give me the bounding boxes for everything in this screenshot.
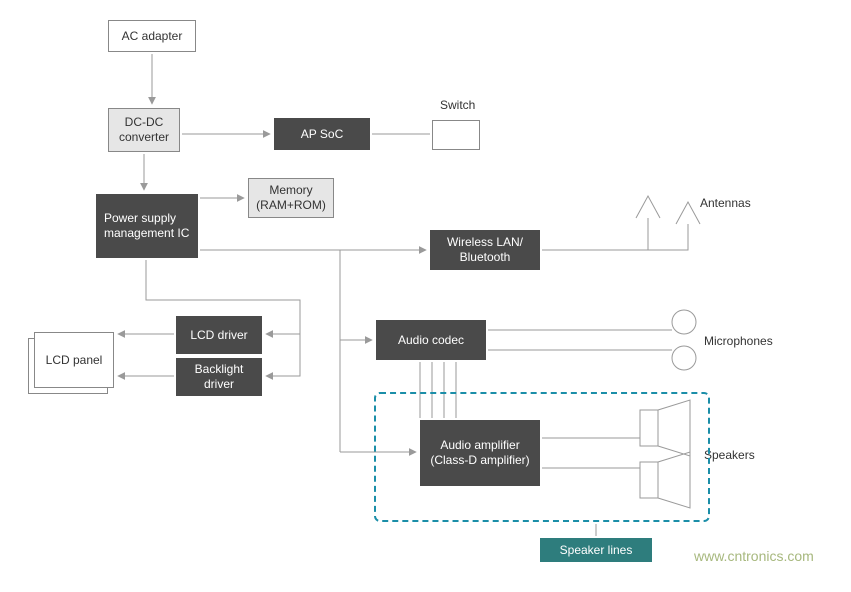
watermark: www.cntronics.com	[694, 548, 814, 564]
block-lcd-panel: LCD panel	[34, 332, 114, 388]
block-ac-adapter: AC adapter	[108, 20, 196, 52]
block-ap-soc: AP SoC	[274, 118, 370, 150]
block-memory: Memory (RAM+ROM)	[248, 178, 334, 218]
block-dcdc-converter: DC-DC converter	[108, 108, 180, 152]
block-wlan-bluetooth: Wireless LAN/ Bluetooth	[430, 230, 540, 270]
label-speakers: Speakers	[704, 448, 755, 462]
label-switch: Switch	[440, 98, 475, 112]
block-audio-codec: Audio codec	[376, 320, 486, 360]
block-lcd-driver: LCD driver	[176, 316, 262, 354]
pill-speaker-lines: Speaker lines	[540, 538, 652, 562]
block-backlight-driver: Backlight driver	[176, 358, 262, 396]
block-psu-ic: Power supply management IC	[96, 194, 198, 258]
block-switch	[432, 120, 480, 150]
label-microphones: Microphones	[704, 334, 773, 348]
group-speaker-lines	[374, 392, 710, 522]
label-antennas: Antennas	[700, 196, 751, 210]
